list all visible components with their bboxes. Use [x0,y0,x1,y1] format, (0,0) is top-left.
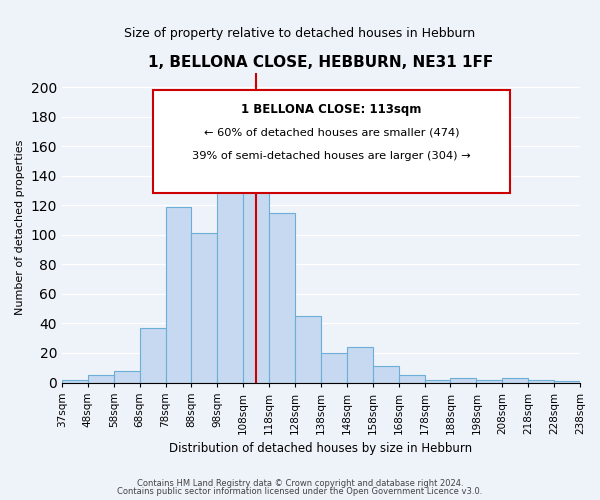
Bar [451,378,476,382]
Text: Contains HM Land Registry data © Crown copyright and database right 2024.: Contains HM Land Registry data © Crown c… [137,479,463,488]
Bar [502,378,528,382]
Bar [140,328,166,382]
Bar [88,375,114,382]
Bar [347,347,373,382]
Bar [425,380,451,382]
Bar [62,380,88,382]
X-axis label: Distribution of detached houses by size in Hebburn: Distribution of detached houses by size … [169,442,473,455]
Bar [295,316,321,382]
Bar [217,186,243,382]
Text: 1 BELLONA CLOSE: 113sqm: 1 BELLONA CLOSE: 113sqm [241,102,422,116]
Bar [243,145,269,382]
Text: Contains public sector information licensed under the Open Government Licence v3: Contains public sector information licen… [118,487,482,496]
Text: ← 60% of detached houses are smaller (474): ← 60% of detached houses are smaller (47… [204,128,459,138]
Bar [528,380,554,382]
Bar [191,234,217,382]
Bar [554,381,580,382]
Bar [398,375,425,382]
Bar [476,380,502,382]
Bar [166,207,191,382]
Bar [269,213,295,382]
Bar [373,366,398,382]
Bar [114,370,140,382]
Bar [321,353,347,382]
Text: Size of property relative to detached houses in Hebburn: Size of property relative to detached ho… [124,28,476,40]
Text: 39% of semi-detached houses are larger (304) →: 39% of semi-detached houses are larger (… [192,151,471,161]
Y-axis label: Number of detached properties: Number of detached properties [15,140,25,315]
Title: 1, BELLONA CLOSE, HEBBURN, NE31 1FF: 1, BELLONA CLOSE, HEBBURN, NE31 1FF [148,55,494,70]
